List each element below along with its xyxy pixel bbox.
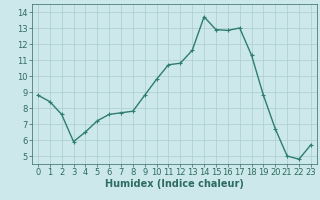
- X-axis label: Humidex (Indice chaleur): Humidex (Indice chaleur): [105, 179, 244, 189]
